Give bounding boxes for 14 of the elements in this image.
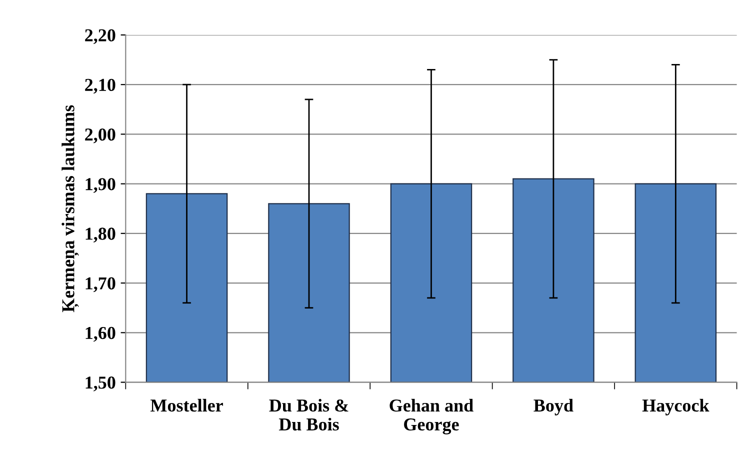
y-tick-label: 1,80 <box>86 228 116 242</box>
y-axis-title: Ķermeņa virsmas laukums <box>62 105 79 312</box>
x-tick-label: Gehan and George <box>390 398 474 434</box>
y-tick-label: 1,50 <box>86 376 116 392</box>
x-tick-label: Boyd <box>534 398 574 416</box>
y-tick-label: 2,00 <box>85 128 116 144</box>
x-tick-label: Du Bois & Du Bois <box>269 398 348 431</box>
y-tick-label: 1,90 <box>86 178 116 193</box>
y-tick-label: 1,60 <box>86 326 116 342</box>
x-tick-label: Haycock <box>642 398 710 416</box>
y-tick-label: 2,20 <box>85 29 116 44</box>
x-tick-label: Mosteller <box>150 398 223 412</box>
y-tick-label: 2,10 <box>85 78 116 94</box>
y-tick-label: 1,70 <box>86 277 116 292</box>
